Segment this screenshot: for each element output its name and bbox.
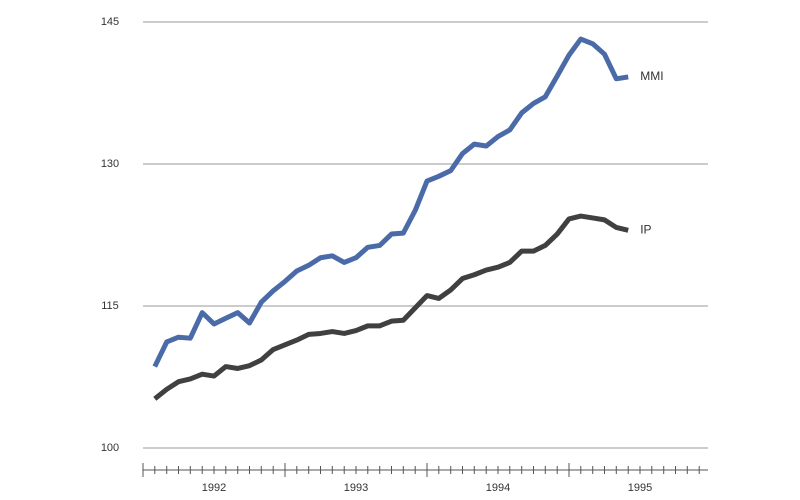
y-tick-label: 145 [101,16,119,28]
x-tick-label: 1994 [486,482,510,494]
x-tick-label: 1995 [628,482,652,494]
y-tick-label: 130 [101,158,119,170]
line-series [152,36,629,368]
y-tick-label: 100 [101,442,119,454]
series-label: IP [640,222,651,236]
series-label: MMI [640,69,663,83]
x-tick-label: 1992 [202,482,226,494]
y-tick-label: 115 [101,300,119,312]
line-series [153,213,629,401]
x-tick-label: 1993 [344,482,368,494]
